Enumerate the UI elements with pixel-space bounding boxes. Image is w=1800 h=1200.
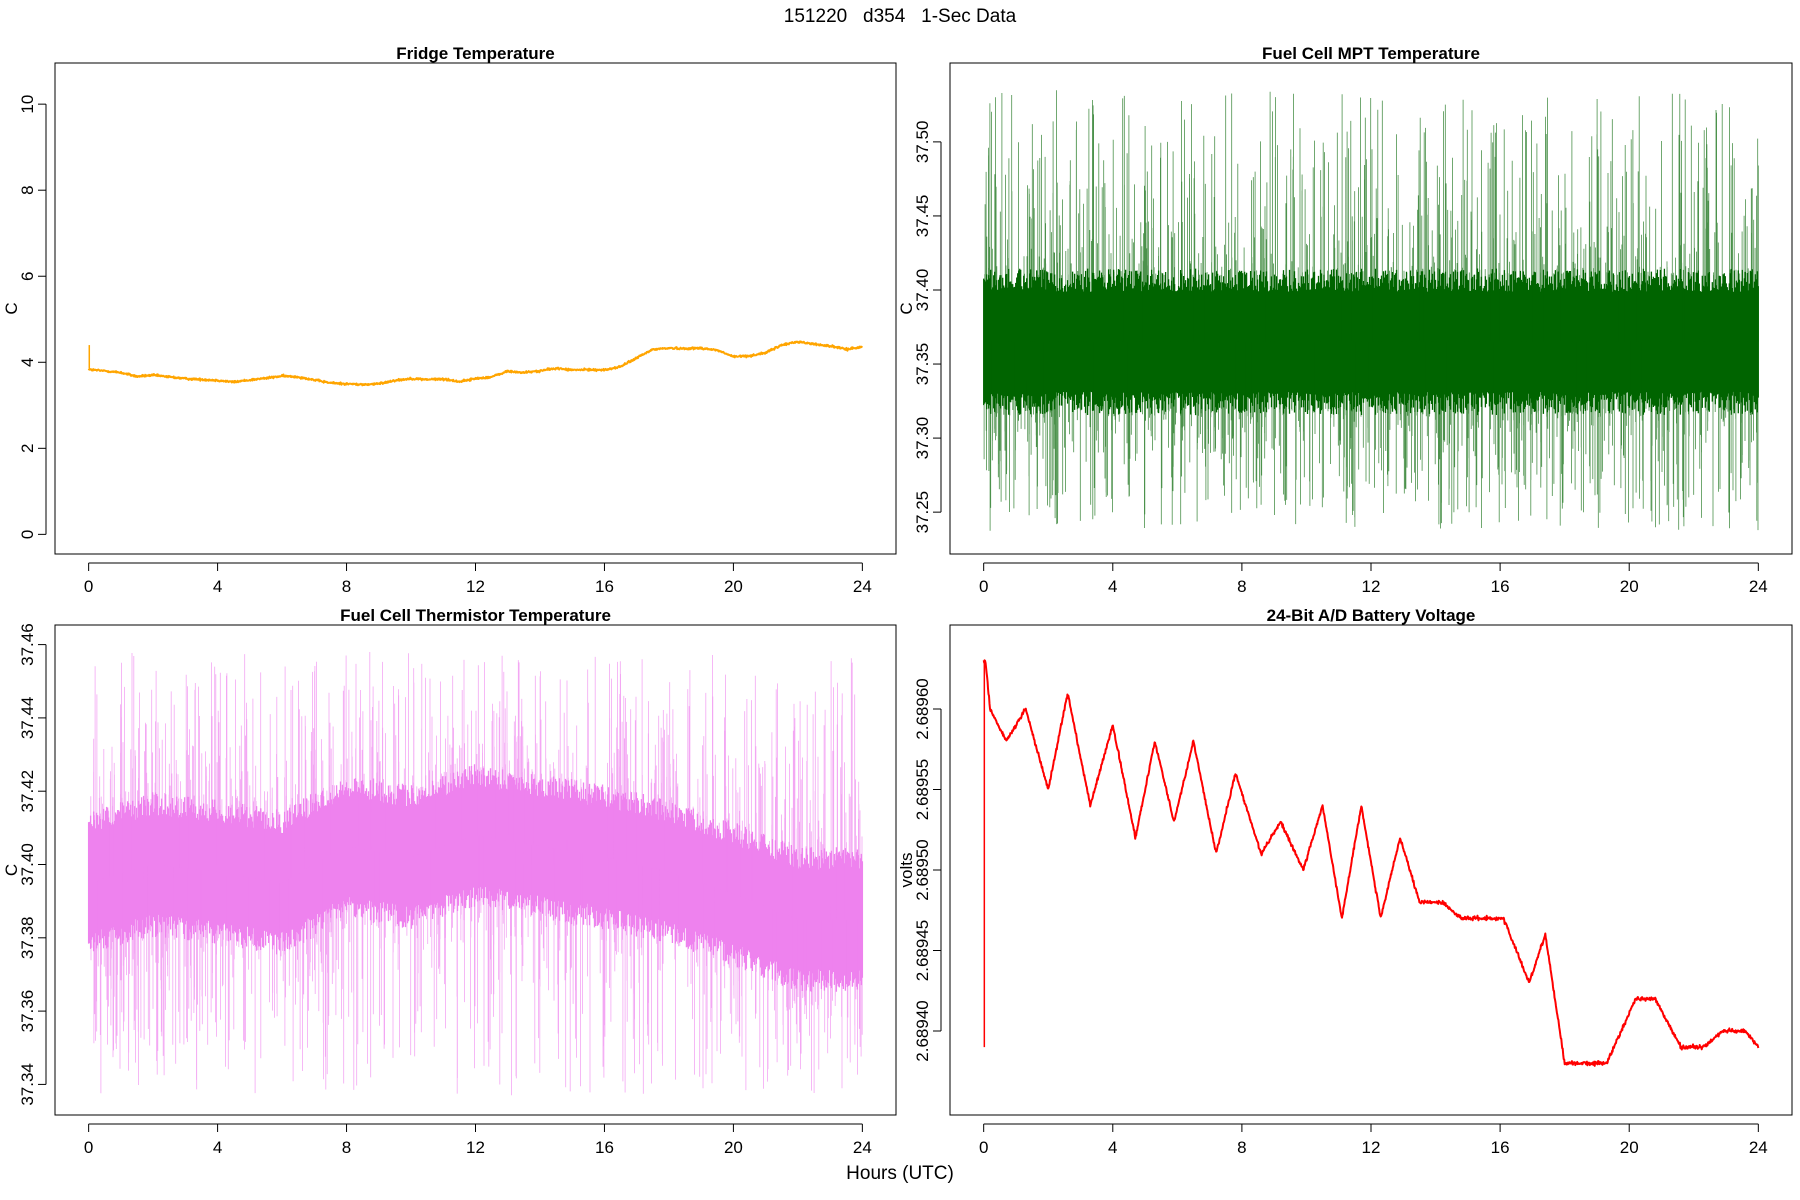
- x-tick-label: 8: [1237, 577, 1246, 596]
- y-tick-label: 37.45: [913, 195, 932, 238]
- y-tick-label: 6: [18, 271, 37, 280]
- chart-title: Fridge Temperature: [396, 44, 554, 63]
- x-tick-label: 4: [213, 1138, 222, 1157]
- x-tick-label: 4: [1108, 577, 1117, 596]
- x-axis: 0 4 8 12 16 20 24: [84, 1123, 872, 1157]
- series-battery-voltage: [982, 659, 1760, 1067]
- x-tick-label: 4: [1108, 1138, 1117, 1157]
- x-tick-label: 0: [979, 1138, 988, 1157]
- y-tick-label: 37.46: [18, 623, 37, 666]
- x-tick-label: 24: [1749, 577, 1768, 596]
- y-tick-label: 37.34: [18, 1063, 37, 1106]
- y-tick-label: 37.40: [18, 843, 37, 886]
- y-tick-label: 37.30: [913, 417, 932, 460]
- x-tick-label: 4: [213, 577, 222, 596]
- plot-frame: [54, 624, 897, 1116]
- series-line: [87, 340, 864, 387]
- y-tick-label: 0: [18, 530, 37, 539]
- x-tick-label: 20: [724, 1138, 743, 1157]
- chart-title: Fuel Cell Thermistor Temperature: [340, 606, 611, 625]
- y-axis-label: C: [897, 302, 916, 314]
- x-tick-label: 20: [1620, 577, 1639, 596]
- y-tick-label: 37.36: [18, 990, 37, 1033]
- chart-title: 24-Bit A/D Battery Voltage: [1267, 606, 1476, 625]
- x-tick-label: 24: [853, 1138, 872, 1157]
- chart-fuelcell-mpt: Fuel Cell MPT Temperature C 0 4 8 12 16 20 24 37.…: [897, 44, 1793, 596]
- y-tick-label: 2.68950: [913, 839, 932, 900]
- y-tick-label: 37.38: [18, 917, 37, 960]
- chart-battery-voltage: 24-Bit A/D Battery Voltage volts 0 4 8 12 16 20…: [897, 606, 1793, 1157]
- plot-frame: [949, 62, 1793, 555]
- x-axis: 0 4 8 12 16 20 24: [84, 562, 872, 596]
- y-tick-label: 37.40: [913, 269, 932, 312]
- y-axis-label: volts: [897, 853, 916, 888]
- series-spikes: [983, 90, 1759, 531]
- plot-frame: [54, 62, 897, 555]
- x-tick-label: 0: [979, 577, 988, 596]
- x-tick-label: 8: [1237, 1138, 1246, 1157]
- y-tick-label: 4: [18, 358, 37, 367]
- x-tick-label: 12: [466, 1138, 485, 1157]
- x-tick-label: 16: [1491, 577, 1510, 596]
- series-fuelcell-thermistor: [87, 652, 864, 1096]
- figure-title: 151220 d354 1-Sec Data: [783, 6, 1017, 27]
- y-tick-label: 2.68960: [913, 678, 932, 739]
- series-fuelcell-mpt: [983, 90, 1759, 531]
- y-axis: 37.34 37.36 37.38 37.40 37.42 37.44 37.46: [18, 623, 47, 1106]
- x-tick-label: 20: [1620, 1138, 1639, 1157]
- x-tick-label: 24: [853, 577, 872, 596]
- y-tick-label: 8: [18, 185, 37, 194]
- y-tick-label: 37.44: [18, 697, 37, 740]
- x-tick-label: 0: [84, 577, 93, 596]
- y-axis-label: C: [2, 302, 21, 314]
- x-tick-label: 16: [595, 1138, 614, 1157]
- y-axis: 2.68940 2.68945 2.68950 2.68955 2.68960: [913, 678, 942, 1062]
- x-tick-label: 12: [1362, 1138, 1381, 1157]
- chart-fuelcell-thermistor: Fuel Cell Thermistor Temperature C 0 4 8 12 16…: [2, 606, 897, 1157]
- series-fridge: [87, 340, 864, 387]
- y-tick-label: 37.50: [913, 121, 932, 164]
- x-axis: 0 4 8 12 16 20 24: [979, 1123, 1768, 1157]
- x-tick-label: 12: [466, 577, 485, 596]
- series-spikes: [90, 652, 863, 1096]
- y-tick-label: 37.35: [913, 343, 932, 386]
- x-tick-label: 16: [1491, 1138, 1510, 1157]
- y-tick-label: 37.25: [913, 491, 932, 534]
- x-tick-label: 16: [595, 577, 614, 596]
- y-axis: 0 2 4 6 8 10: [18, 95, 47, 539]
- y-tick-label: 37.42: [18, 770, 37, 813]
- shared-x-axis-label: Hours (UTC): [846, 1163, 954, 1184]
- chart-title: Fuel Cell MPT Temperature: [1262, 44, 1480, 63]
- y-tick-label: 2.68945: [913, 920, 932, 981]
- y-tick-label: 2: [18, 444, 37, 453]
- x-tick-label: 8: [342, 577, 351, 596]
- series-dense-band: [87, 764, 864, 992]
- plot-frame: [949, 624, 1793, 1116]
- y-axis-label: C: [2, 864, 21, 876]
- x-tick-label: 0: [84, 1138, 93, 1157]
- x-tick-label: 20: [724, 577, 743, 596]
- y-tick-label: 10: [18, 95, 37, 114]
- x-tick-label: 8: [342, 1138, 351, 1157]
- y-tick-label: 2.68940: [913, 1000, 932, 1061]
- x-tick-label: 24: [1749, 1138, 1768, 1157]
- x-tick-label: 12: [1362, 577, 1381, 596]
- series-line: [982, 659, 1760, 1067]
- y-axis: 37.25 37.30 37.35 37.40 37.45 37.50: [913, 121, 942, 534]
- y-tick-label: 2.68955: [913, 759, 932, 820]
- x-axis: 0 4 8 12 16 20 24: [979, 562, 1768, 596]
